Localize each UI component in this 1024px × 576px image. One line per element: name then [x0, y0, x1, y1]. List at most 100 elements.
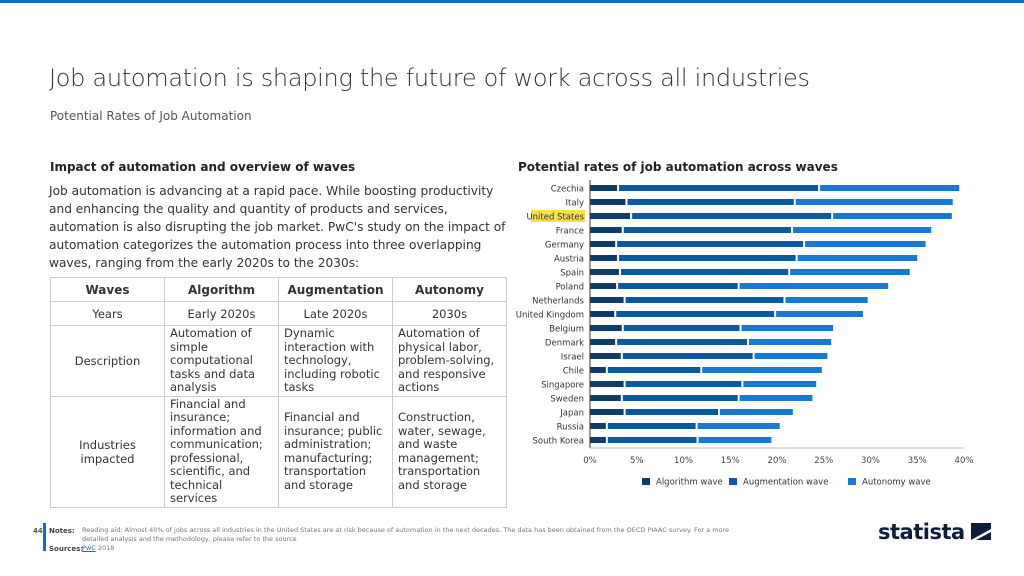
- bar-segment: [590, 423, 606, 429]
- category-label: Chile: [563, 367, 584, 377]
- bar-segment: [623, 325, 740, 331]
- bar-segment: [749, 339, 832, 345]
- bar-segment: [590, 185, 618, 191]
- bar-segment: [590, 367, 606, 373]
- bar-segment: [590, 353, 621, 359]
- legend-label: Algorithm wave: [656, 478, 723, 488]
- bar-segment: [590, 381, 624, 387]
- category-label: Denmark: [545, 339, 584, 349]
- top-accent-bar: [0, 0, 1024, 3]
- table-header: Waves: [50, 277, 165, 302]
- bar-segment: [833, 213, 952, 219]
- highlight-marker: [531, 210, 585, 222]
- bar-segment: [792, 227, 932, 233]
- bar-segment: [741, 325, 834, 331]
- bar-segment: [590, 241, 616, 247]
- x-tick-label: 20%: [768, 456, 787, 466]
- sources-label: Sources:: [49, 545, 84, 553]
- table-cell: Industries impacted: [50, 395, 165, 508]
- table-cell: Description: [50, 325, 165, 397]
- x-tick-label: 0%: [583, 456, 597, 466]
- bar-segment: [616, 311, 775, 317]
- category-label: Italy: [566, 199, 584, 209]
- bar-segment: [590, 199, 626, 205]
- bar-segment: [754, 353, 828, 359]
- legend-swatch: [848, 478, 856, 485]
- legend-label: Augmentation wave: [743, 478, 828, 488]
- table-cell: Automation of physical labor, problem-so…: [392, 325, 507, 397]
- x-tick-label: 15%: [721, 456, 740, 466]
- bar-segment: [623, 227, 791, 233]
- bar-segment: [607, 367, 701, 373]
- category-label: Spain: [560, 269, 584, 279]
- bar-segment: [590, 269, 619, 275]
- bar-segment: [590, 213, 631, 219]
- bar-segment: [632, 213, 832, 219]
- chart-title: Potential rates of job automation across…: [518, 160, 838, 174]
- x-tick-label: 5%: [630, 456, 644, 466]
- page-number: 44: [33, 527, 43, 535]
- bar-segment: [702, 367, 822, 373]
- bar-segment: [622, 395, 738, 401]
- bar-segment: [739, 283, 889, 289]
- category-label: South Korea: [532, 437, 584, 447]
- notes-text: Reading aid: Almost 40% of jobs across a…: [82, 526, 730, 543]
- source-year: 2018: [97, 544, 115, 552]
- category-label: Czechia: [551, 185, 584, 195]
- table-cell: Early 2020s: [164, 301, 279, 326]
- bar-segment: [625, 381, 742, 387]
- statista-logo: statista: [878, 520, 992, 544]
- x-tick-label: 10%: [674, 456, 693, 466]
- table-cell: Years: [50, 301, 165, 326]
- category-label: France: [556, 227, 584, 237]
- category-label: Belgium: [549, 325, 584, 335]
- bar-segment: [790, 269, 910, 275]
- legend-swatch: [642, 478, 650, 485]
- bar-segment: [627, 199, 794, 205]
- bar-segment: [625, 297, 784, 303]
- table-header: Autonomy: [392, 277, 507, 302]
- bar-segment: [590, 283, 617, 289]
- table-cell: Automation of simple computational tasks…: [164, 325, 279, 397]
- category-label: Austria: [554, 255, 584, 265]
- legend-swatch: [729, 478, 737, 485]
- category-label: United Kingdom: [516, 311, 584, 321]
- table-cell: Construction, water, sewage, and waste m…: [392, 395, 507, 508]
- waves-table: Waves Algorithm Augmentation Autonomy Ye…: [50, 277, 507, 508]
- bar-segment: [625, 409, 719, 415]
- table-cell: Late 2020s: [278, 301, 393, 326]
- automation-chart: Czechia Italy United States France Germany Au…: [516, 180, 973, 488]
- bar-segment: [590, 297, 624, 303]
- x-tick-label: 25%: [814, 456, 833, 466]
- bar-segment: [590, 409, 624, 415]
- bar-segment: [620, 269, 789, 275]
- category-label: Netherlands: [532, 297, 584, 307]
- category-label: United States: [526, 213, 584, 223]
- category-label: Israel: [561, 353, 584, 363]
- source-link[interactable]: PwC: [82, 544, 96, 552]
- bar-segment: [617, 339, 748, 345]
- bar-segment: [698, 437, 772, 443]
- table-cell: Financial and insurance; public administ…: [278, 395, 393, 508]
- x-tick-label: 35%: [908, 456, 927, 466]
- statista-logo-icon: [971, 523, 992, 540]
- page-subtitle: Potential Rates of Job Automation: [50, 109, 252, 123]
- bar-segment: [805, 241, 926, 247]
- left-heading: Impact of automation and overview of wav…: [50, 160, 356, 174]
- bar-segment: [622, 353, 753, 359]
- category-label: Germany: [545, 241, 584, 251]
- bar-segment: [607, 423, 696, 429]
- bar-segment: [619, 255, 796, 261]
- table-header: Augmentation: [278, 277, 393, 302]
- table-cell: Dynamic interaction with technology, inc…: [278, 325, 393, 397]
- bar-segment: [607, 437, 697, 443]
- bar-segment: [720, 409, 793, 415]
- bar-segment: [590, 339, 616, 345]
- x-tick-label: 30%: [861, 456, 880, 466]
- notes-label: Notes:: [49, 527, 75, 535]
- bar-segment: [776, 311, 863, 317]
- bar-segment: [617, 241, 804, 247]
- bar-segment: [590, 311, 615, 317]
- category-label: Singapore: [541, 381, 584, 391]
- logo-text: statista: [878, 520, 965, 544]
